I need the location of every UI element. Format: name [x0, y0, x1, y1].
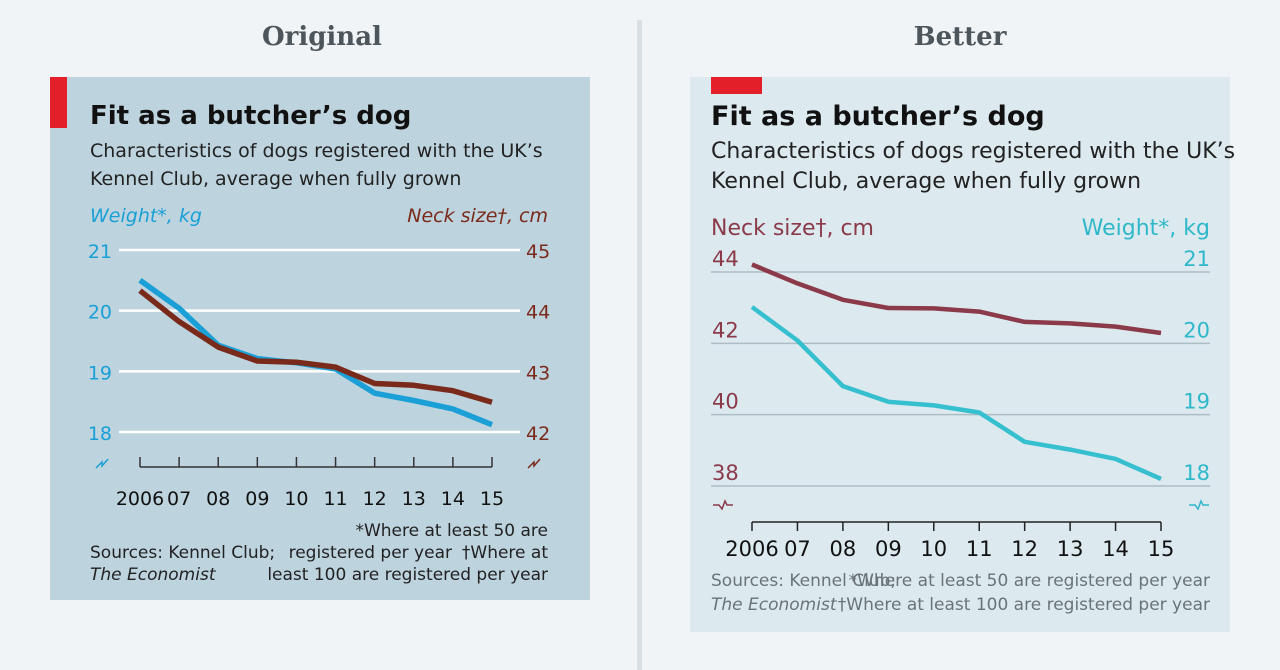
right-axis-label: Weight*, kg: [1081, 216, 1210, 241]
left-axis-break-icon: [95, 458, 109, 469]
chart-title: Fit as a butcher’s dog: [90, 101, 412, 131]
right-tick-label: 21: [1183, 247, 1210, 271]
left-tick-label: 18: [88, 423, 112, 445]
x-tick-label: 2006: [725, 537, 778, 561]
right-tick-label: 45: [526, 241, 550, 263]
series-line-right-axis: [138, 288, 493, 405]
original-chart-panel: Fit as a butcher’s dog Characteristics o…: [50, 77, 590, 600]
x-tick-label: 11: [323, 488, 347, 510]
red-tag: [50, 77, 67, 128]
right-tick-label: 42: [526, 423, 550, 445]
footnote-1: *Where at least 50 are registered per ye…: [848, 571, 1210, 591]
x-tick-label: 15: [1148, 537, 1175, 561]
left-tick-label: 44: [712, 247, 739, 271]
right-axis-break-icon: [1189, 499, 1209, 511]
x-tick-label: 12: [1011, 537, 1038, 561]
heading-better: Better: [913, 22, 1007, 52]
x-tick-label: 07: [784, 537, 811, 561]
chart-subtitle-line2: Kennel Club, average when fully grown: [711, 169, 1142, 194]
divider: [637, 20, 642, 670]
right-tick-label: 43: [526, 362, 550, 384]
right-tick-label: 19: [1183, 390, 1210, 414]
series-line-left-axis: [751, 262, 1162, 336]
footnote-2: registered per year: [288, 543, 452, 563]
left-tick-label: 38: [712, 461, 739, 485]
x-tick-label: 14: [1102, 537, 1129, 561]
x-tick-label: 08: [206, 488, 230, 510]
x-tick-label: 11: [966, 537, 993, 561]
sources-line2: The Economist: [711, 595, 837, 615]
left-axis-break-icon: [713, 499, 733, 511]
left-axis-label: Weight*, kg: [90, 205, 202, 227]
x-tick-label: 13: [1057, 537, 1084, 561]
sources-line2: The Economist: [90, 565, 216, 585]
right-axis-break-icon: [527, 458, 541, 469]
heading-original: Original: [262, 22, 382, 52]
left-tick-label: 42: [712, 318, 739, 342]
chart-subtitle-line1: Characteristics of dogs registered with …: [711, 139, 1236, 164]
left-tick-label: 20: [88, 302, 112, 324]
x-tick-label: 10: [920, 537, 947, 561]
series-line-right-axis: [750, 305, 1162, 481]
x-tick-label: 15: [480, 488, 504, 510]
footnote-3: least 100 are registered per year: [267, 565, 548, 585]
footnote-2: †Where at least 100 are registered per y…: [837, 595, 1210, 615]
chart-subtitle-line1: Characteristics of dogs registered with …: [90, 140, 543, 162]
right-tick-label: 20: [1183, 318, 1210, 342]
right-tick-label: 18: [1183, 461, 1210, 485]
sources-line1: Sources: Kennel Club;: [711, 571, 897, 591]
x-tick-label: 09: [245, 488, 269, 510]
chart-title: Fit as a butcher’s dog: [711, 101, 1045, 132]
red-tag: [711, 77, 762, 94]
right-tick-label: 44: [526, 302, 550, 324]
better-chart-panel: Fit as a butcher’s dog Characteristics o…: [690, 77, 1235, 632]
chart-subtitle-line2: Kennel Club, average when fully grown: [90, 168, 462, 190]
series-line-left-axis: [138, 278, 494, 428]
left-tick-label: 19: [88, 362, 112, 384]
left-axis-label: Neck size†, cm: [711, 216, 874, 241]
x-tick-label: 10: [284, 488, 308, 510]
left-tick-label: 40: [712, 390, 739, 414]
footnote-2b: †Where at: [461, 543, 548, 563]
x-tick-label: 13: [402, 488, 426, 510]
x-tick-label: 12: [363, 488, 387, 510]
left-tick-label: 21: [88, 241, 112, 263]
x-tick-label: 07: [167, 488, 191, 510]
x-tick-label: 14: [441, 488, 465, 510]
x-tick-label: 2006: [116, 488, 164, 510]
x-tick-label: 09: [875, 537, 902, 561]
x-tick-label: 08: [830, 537, 857, 561]
sources-line1: Sources: Kennel Club;: [90, 543, 276, 563]
footnote-1: *Where at least 50 are: [355, 521, 548, 541]
right-axis-label: Neck size†, cm: [407, 205, 548, 227]
